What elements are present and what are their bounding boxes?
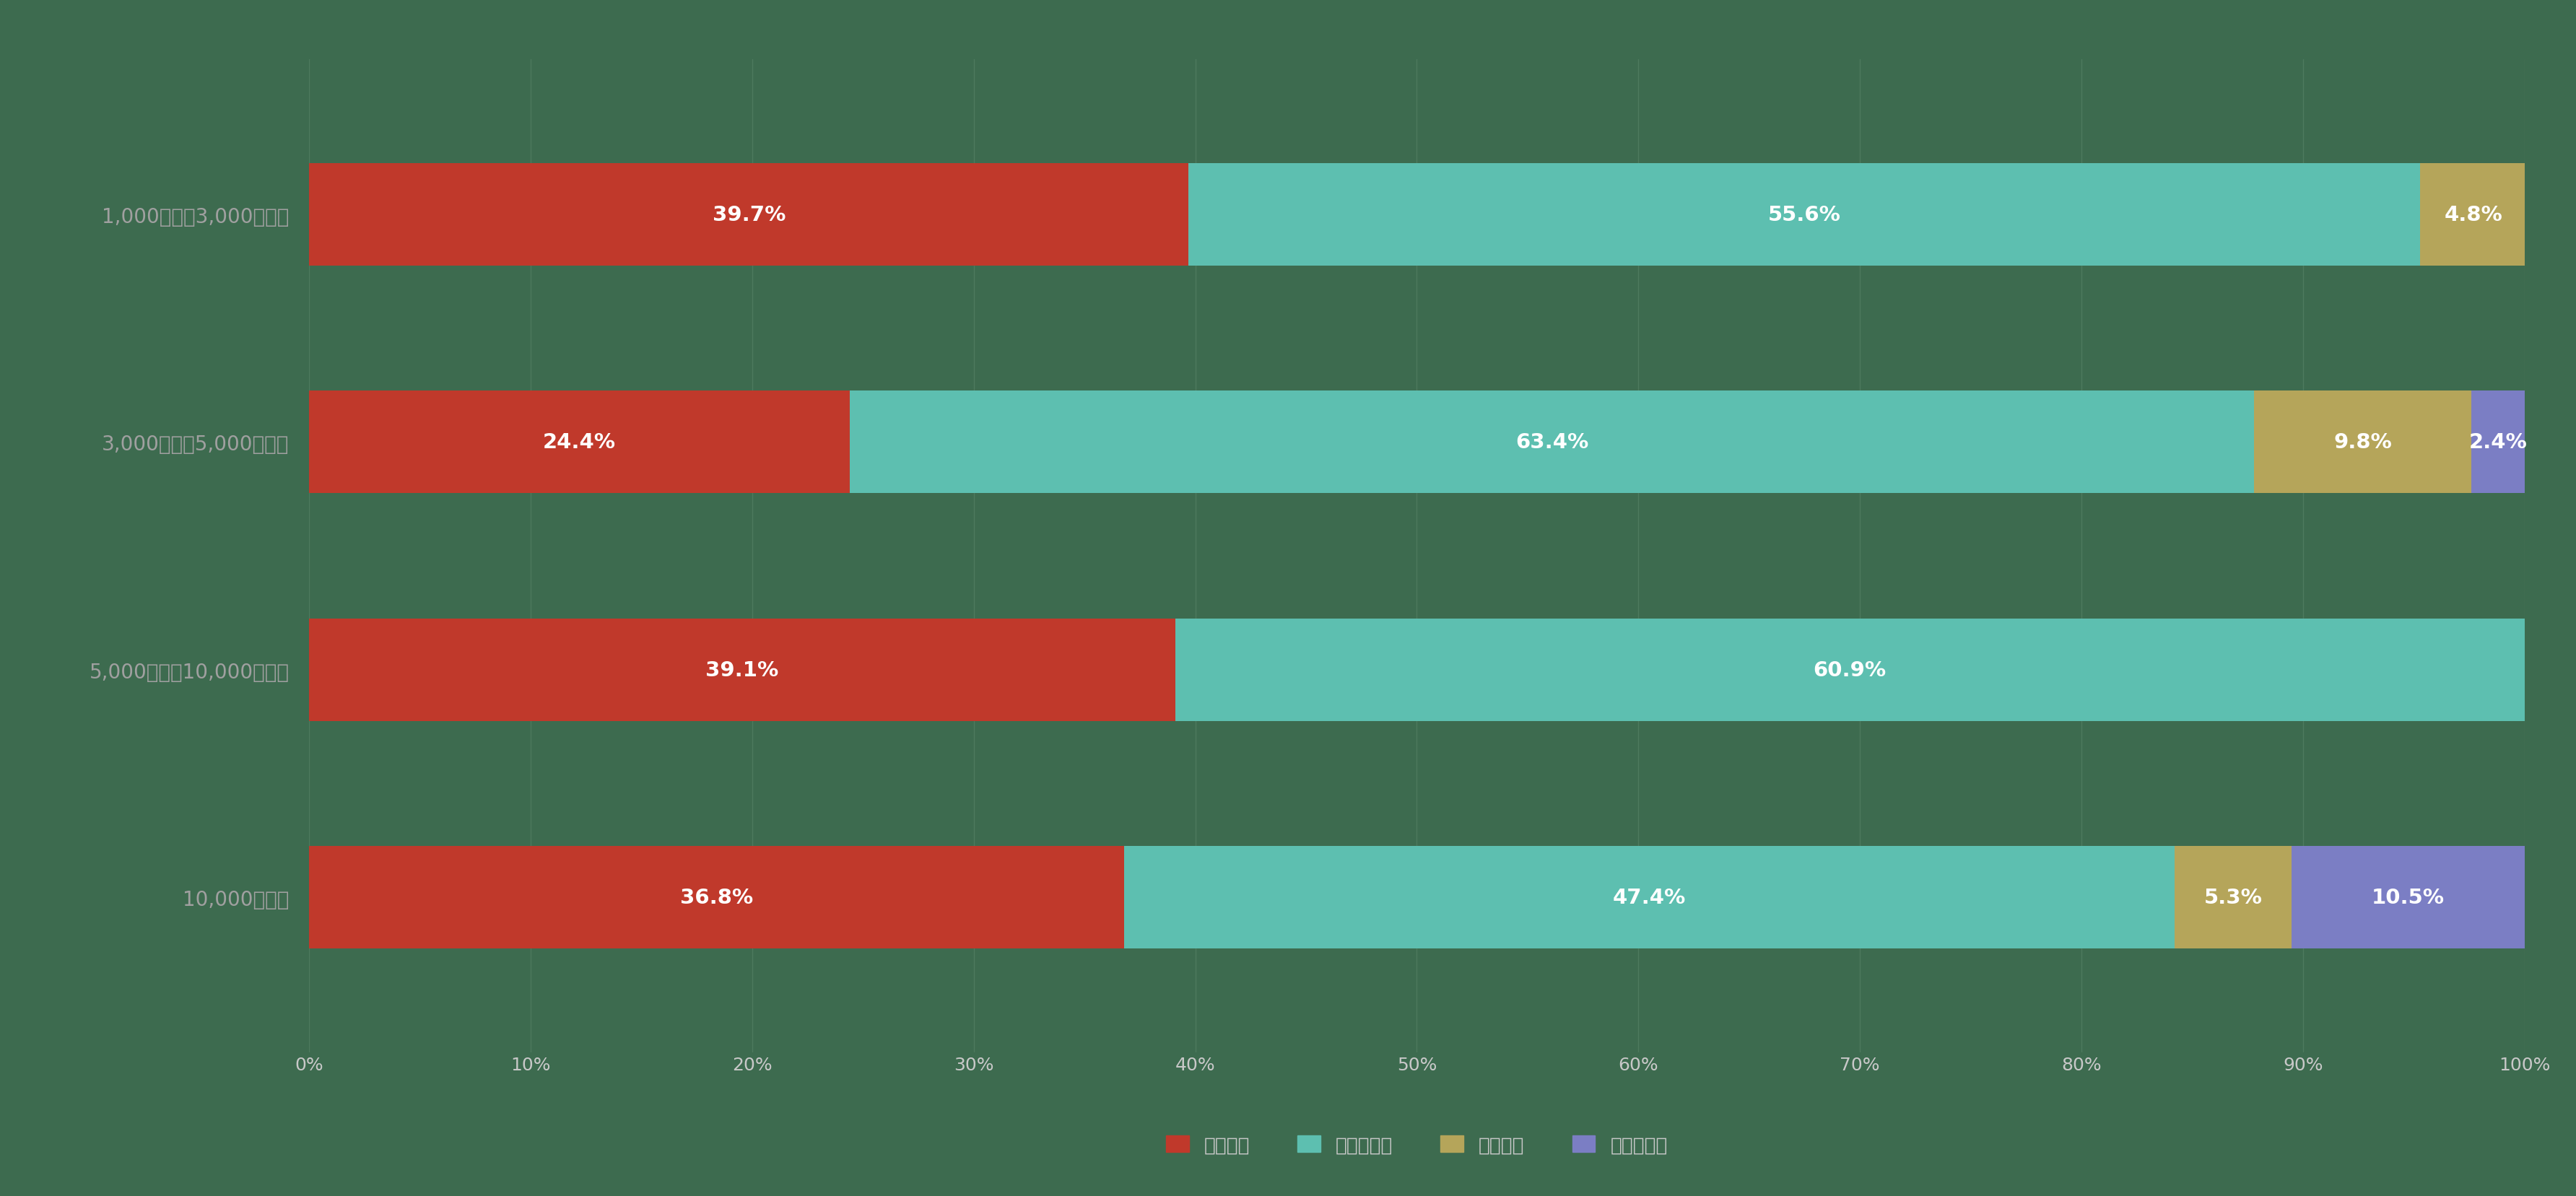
Bar: [1175, 618, 2524, 721]
Text: 60.9%: 60.9%: [1814, 660, 1886, 681]
Bar: [309, 618, 1175, 721]
Bar: [1123, 847, 2174, 948]
Text: 2.4%: 2.4%: [2468, 432, 2527, 452]
Bar: [2174, 847, 2293, 948]
Bar: [1188, 164, 2421, 266]
Bar: [309, 391, 850, 494]
Text: 47.4%: 47.4%: [1613, 887, 1685, 908]
Text: 39.7%: 39.7%: [714, 205, 786, 225]
Text: 5.3%: 5.3%: [2205, 887, 2262, 908]
Text: 10.5%: 10.5%: [2372, 887, 2445, 908]
Bar: [2421, 164, 2527, 266]
Text: 36.8%: 36.8%: [680, 887, 752, 908]
Bar: [2254, 391, 2470, 494]
Bar: [2470, 391, 2524, 494]
Text: 9.8%: 9.8%: [2334, 432, 2393, 452]
Text: 63.4%: 63.4%: [1515, 432, 1589, 452]
Text: 55.6%: 55.6%: [1767, 205, 1842, 225]
Bar: [309, 847, 1123, 948]
Text: 24.4%: 24.4%: [544, 432, 616, 452]
Text: 39.1%: 39.1%: [706, 660, 778, 681]
Bar: [850, 391, 2254, 494]
Bar: [309, 164, 1188, 266]
Legend: 増加した, 変わらない, 減少した, わからない: 増加した, 変わらない, 減少した, わからない: [1159, 1128, 1674, 1163]
Text: 4.8%: 4.8%: [2445, 205, 2504, 225]
Bar: [2293, 847, 2524, 948]
